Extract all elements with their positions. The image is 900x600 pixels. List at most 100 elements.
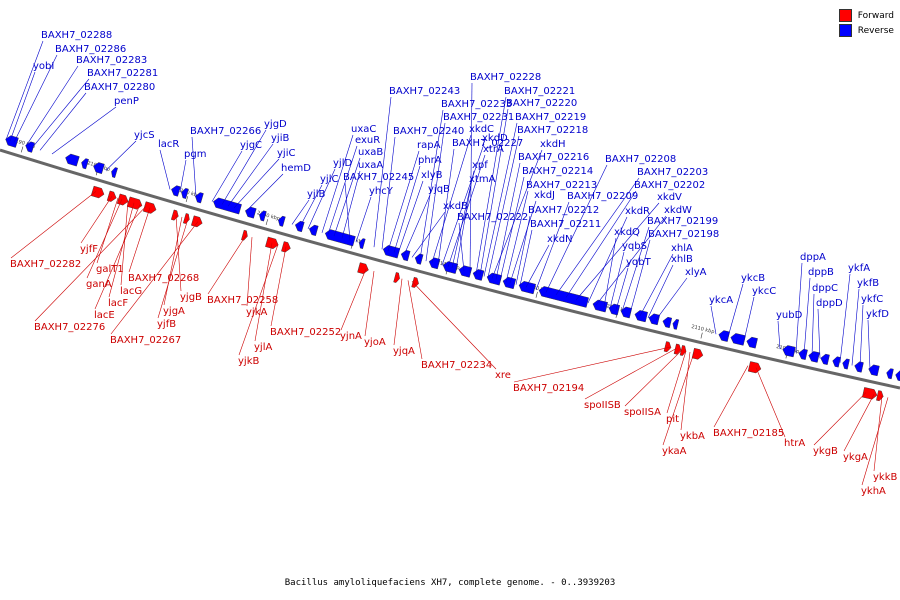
gene-pit[interactable]: pit [666,350,687,425]
gene-label[interactable]: ykhA [861,486,886,497]
gene-yjgd[interactable]: yjgD [221,119,287,205]
gene-label[interactable]: yjiC [277,148,295,159]
forward-gene-arrow[interactable] [679,345,687,356]
reverse-gene-arrow[interactable] [782,345,796,358]
gene-xlyb[interactable]: xlyB [397,170,443,254]
gene-baxh7-02213[interactable]: BAXH7_02213 [505,180,597,283]
gene-label[interactable]: BAXH7_02245 [343,172,414,183]
gene-lacg[interactable]: lacG [120,200,142,297]
reverse-gene-arrow[interactable] [472,268,485,281]
gene-label[interactable]: htrA [784,438,805,449]
gene-label[interactable]: yjfB [157,319,176,330]
gene-baxh7-02266[interactable]: BAXH7_02266 [190,126,261,198]
gene-label[interactable]: yjgB [180,292,202,303]
reverse-gene-arrow[interactable] [4,134,19,148]
gene-label[interactable]: ykbA [680,431,705,442]
gene-label[interactable]: dppB [808,267,834,278]
gene-xkdv[interactable]: xkdV [575,192,682,301]
reverse-gene-arrow[interactable] [382,244,401,259]
gene-label[interactable]: yjgD [264,119,287,130]
gene-xtma[interactable]: xtmA [455,174,496,270]
gene-yjlb[interactable]: yjlB [291,189,325,225]
gene-ykcb[interactable]: ykcB [727,273,765,338]
gene-label[interactable]: ykfA [848,263,870,274]
gene-baxh7-02212[interactable]: BAXH7_02212 [515,205,599,285]
gene-label[interactable]: BAXH7_02231 [443,112,514,123]
gene-label[interactable]: xkdW [664,205,692,216]
gene-label[interactable]: BAXH7_02199 [647,216,718,227]
gene-dppa[interactable]: dppA [795,252,826,353]
gene-label[interactable]: BAXH7_02208 [605,154,676,165]
gene-label[interactable]: BAXH7_02288 [41,30,112,41]
gene-yjic[interactable]: yjiC [233,148,295,209]
reverse-gene-arrow[interactable] [730,332,746,346]
gene-lacf[interactable]: lacF [108,202,135,309]
gene-baxh7-02282[interactable]: BAXH7_02282 [10,191,97,270]
reverse-gene-arrow[interactable] [868,364,880,377]
forward-gene-arrow[interactable] [182,213,191,224]
gene-label[interactable]: yubD [776,310,803,321]
gene-baxh7-02243[interactable]: BAXH7_02243 [373,86,460,248]
gene-yjkb[interactable]: yjkB [238,244,279,367]
forward-gene-arrow[interactable] [411,276,420,288]
gene-label[interactable]: pgm [184,149,206,160]
gene-baxh7-02208[interactable]: BAXH7_02208 [545,154,676,293]
gene-baxh7-02228[interactable]: BAXH7_02228 [469,72,541,273]
gene-baxh7-02203[interactable]: BAXH7_02203 [555,167,708,296]
forward-gene-arrow[interactable] [116,193,129,206]
gene-baxh7-02194[interactable]: BAXH7_02194 [513,346,671,394]
reverse-gene-arrow[interactable] [194,191,204,204]
gene-label[interactable]: xkdC [469,124,494,135]
gene-yjlc[interactable]: yjlC [299,174,338,227]
gene-label[interactable]: yjqA [393,346,415,357]
gene-label[interactable]: xre [495,370,511,381]
gene-label[interactable]: BAXH7_02222 [457,212,528,223]
reverse-gene-arrow[interactable] [538,285,589,308]
gene-yjib[interactable]: yjiB [227,133,289,207]
gene-xkdd[interactable]: xkdD [441,133,508,266]
gene-dppd[interactable]: dppD [816,298,843,359]
gene-pgm[interactable]: pgm [179,149,206,193]
gene-yjka[interactable]: yjkA [246,237,267,318]
gene-baxh7-02198[interactable]: BAXH7_02198 [629,229,719,314]
gene-baxh7-02286[interactable]: BAXH7_02286 [13,44,126,143]
reverse-gene-arrow[interactable] [358,238,366,250]
gene-label[interactable]: xkdJ [534,190,555,201]
reverse-gene-arrow[interactable] [110,167,118,178]
gene-yjfb[interactable]: yjfB [157,218,189,330]
reverse-gene-arrow[interactable] [64,153,80,167]
gene-label[interactable]: ykaA [662,446,687,457]
gene-label[interactable]: xlyB [421,170,443,181]
reverse-gene-arrow[interactable] [400,249,411,262]
gene-ykfc[interactable]: ykfC [859,294,883,368]
gene-label[interactable]: BAXH7_02198 [648,229,719,240]
reverse-gene-arrow[interactable] [244,206,257,219]
gene-label[interactable]: BAXH7_02218 [517,125,588,136]
forward-gene-arrow[interactable] [265,236,279,250]
forward-gene-arrow[interactable] [281,241,291,253]
gene-dppc[interactable]: dppC [811,283,838,357]
reverse-gene-arrow[interactable] [886,368,894,380]
gene-ykfd[interactable]: ykfD [866,309,889,370]
gene-label[interactable]: xkdB [443,201,468,212]
gene-xhla[interactable]: xhlA [639,243,693,317]
gene-label[interactable]: yjiB [271,133,289,144]
gene-label[interactable]: exuR [355,135,380,146]
gene-label[interactable]: xkdQ [614,227,640,238]
gene-baxh7-02268[interactable]: BAXH7_02268 [128,207,199,285]
gene-phra[interactable]: phrA [393,155,442,253]
gene-label[interactable]: BAXH7_02219 [515,112,586,123]
gene-yjna[interactable]: yjnA [340,268,367,342]
gene-label[interactable]: yjoA [364,337,386,348]
gene-baxh7-02281[interactable]: BAXH7_02281 [31,68,158,149]
gene-label[interactable]: hemD [281,163,311,174]
gene-baxh7-02220[interactable]: BAXH7_02220 [479,98,577,276]
reverse-gene-arrow[interactable] [746,336,758,349]
gene-baxh7-02234[interactable]: BAXH7_02234 [407,280,492,371]
gene-label[interactable]: xkdH [540,139,566,150]
reverse-gene-arrow[interactable] [808,350,820,363]
gene-label[interactable]: lacG [120,286,142,297]
gene-label[interactable]: BAXH7_02233 [441,99,512,110]
gene-label[interactable]: ykgB [813,446,838,457]
gene-gana[interactable]: ganA [86,199,123,290]
